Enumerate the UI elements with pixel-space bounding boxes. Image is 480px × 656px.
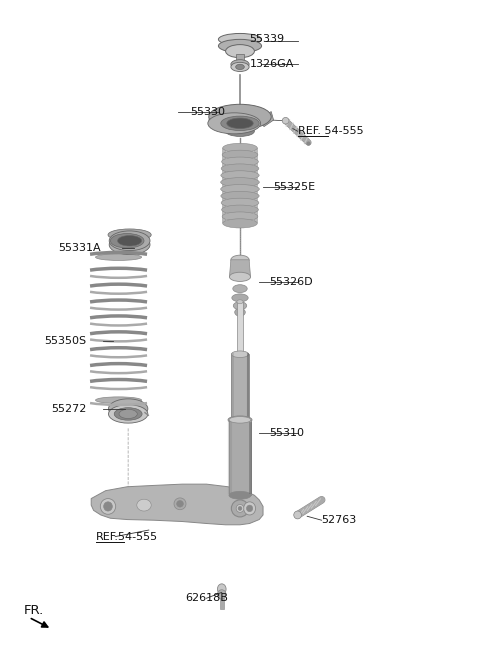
Text: 62618B: 62618B	[185, 593, 228, 604]
Ellipse shape	[294, 511, 301, 519]
Ellipse shape	[208, 113, 261, 134]
FancyBboxPatch shape	[237, 302, 243, 354]
Ellipse shape	[221, 171, 259, 180]
FancyBboxPatch shape	[231, 354, 249, 420]
Ellipse shape	[233, 285, 247, 293]
Ellipse shape	[221, 198, 259, 207]
Ellipse shape	[221, 184, 259, 194]
Text: 55310: 55310	[269, 428, 304, 438]
FancyBboxPatch shape	[229, 420, 251, 495]
Ellipse shape	[221, 116, 259, 131]
Ellipse shape	[218, 33, 262, 45]
Ellipse shape	[229, 491, 251, 499]
Ellipse shape	[222, 212, 258, 221]
Ellipse shape	[110, 234, 144, 248]
Ellipse shape	[96, 254, 142, 260]
Ellipse shape	[231, 60, 249, 69]
Ellipse shape	[218, 39, 262, 52]
Ellipse shape	[137, 499, 151, 511]
Ellipse shape	[244, 502, 256, 515]
Text: 55350S: 55350S	[44, 336, 86, 346]
Ellipse shape	[235, 308, 245, 316]
Ellipse shape	[223, 218, 257, 228]
Polygon shape	[259, 112, 274, 127]
Ellipse shape	[119, 409, 137, 419]
Ellipse shape	[109, 235, 150, 255]
Polygon shape	[91, 484, 263, 525]
FancyBboxPatch shape	[220, 598, 224, 609]
Ellipse shape	[228, 416, 252, 424]
Polygon shape	[254, 148, 258, 223]
Ellipse shape	[229, 272, 251, 281]
Ellipse shape	[109, 231, 150, 251]
Ellipse shape	[231, 500, 249, 517]
Ellipse shape	[108, 405, 148, 423]
Ellipse shape	[118, 236, 142, 246]
Polygon shape	[229, 260, 251, 277]
Ellipse shape	[233, 302, 247, 310]
Ellipse shape	[231, 351, 249, 358]
Ellipse shape	[108, 399, 148, 419]
Ellipse shape	[282, 117, 289, 124]
Ellipse shape	[231, 62, 249, 72]
Ellipse shape	[229, 417, 251, 423]
Ellipse shape	[247, 505, 253, 512]
Ellipse shape	[222, 150, 258, 159]
Ellipse shape	[226, 45, 254, 58]
Ellipse shape	[177, 501, 183, 507]
Text: 52763: 52763	[322, 515, 357, 525]
Ellipse shape	[223, 144, 257, 152]
Ellipse shape	[232, 294, 248, 302]
Ellipse shape	[222, 205, 258, 215]
Text: 55325E: 55325E	[274, 182, 316, 192]
Ellipse shape	[217, 584, 226, 594]
Ellipse shape	[238, 506, 242, 510]
Text: FR.: FR.	[24, 604, 44, 617]
Text: 55272: 55272	[51, 403, 86, 414]
Ellipse shape	[108, 229, 151, 241]
Ellipse shape	[96, 397, 142, 403]
Ellipse shape	[226, 126, 254, 136]
Ellipse shape	[217, 590, 226, 599]
Text: 55339: 55339	[250, 34, 285, 45]
Ellipse shape	[104, 502, 112, 511]
Polygon shape	[209, 110, 235, 120]
Text: 1326GA: 1326GA	[250, 59, 294, 70]
Ellipse shape	[237, 300, 243, 304]
Ellipse shape	[236, 504, 244, 512]
Ellipse shape	[174, 498, 186, 510]
Ellipse shape	[209, 104, 271, 129]
Ellipse shape	[221, 164, 259, 173]
FancyBboxPatch shape	[236, 54, 244, 66]
Text: 55330: 55330	[191, 106, 226, 117]
Text: REF. 54-555: REF. 54-555	[298, 126, 363, 136]
Ellipse shape	[236, 64, 244, 70]
Ellipse shape	[227, 118, 253, 129]
Ellipse shape	[100, 499, 116, 514]
Text: 55326D: 55326D	[269, 277, 312, 287]
Ellipse shape	[222, 157, 258, 166]
Ellipse shape	[221, 192, 259, 201]
Ellipse shape	[221, 178, 259, 187]
Text: 55331A: 55331A	[58, 243, 101, 253]
Polygon shape	[222, 148, 226, 223]
Ellipse shape	[231, 255, 249, 264]
Ellipse shape	[114, 407, 142, 420]
Text: REF.54-555: REF.54-555	[96, 531, 158, 542]
